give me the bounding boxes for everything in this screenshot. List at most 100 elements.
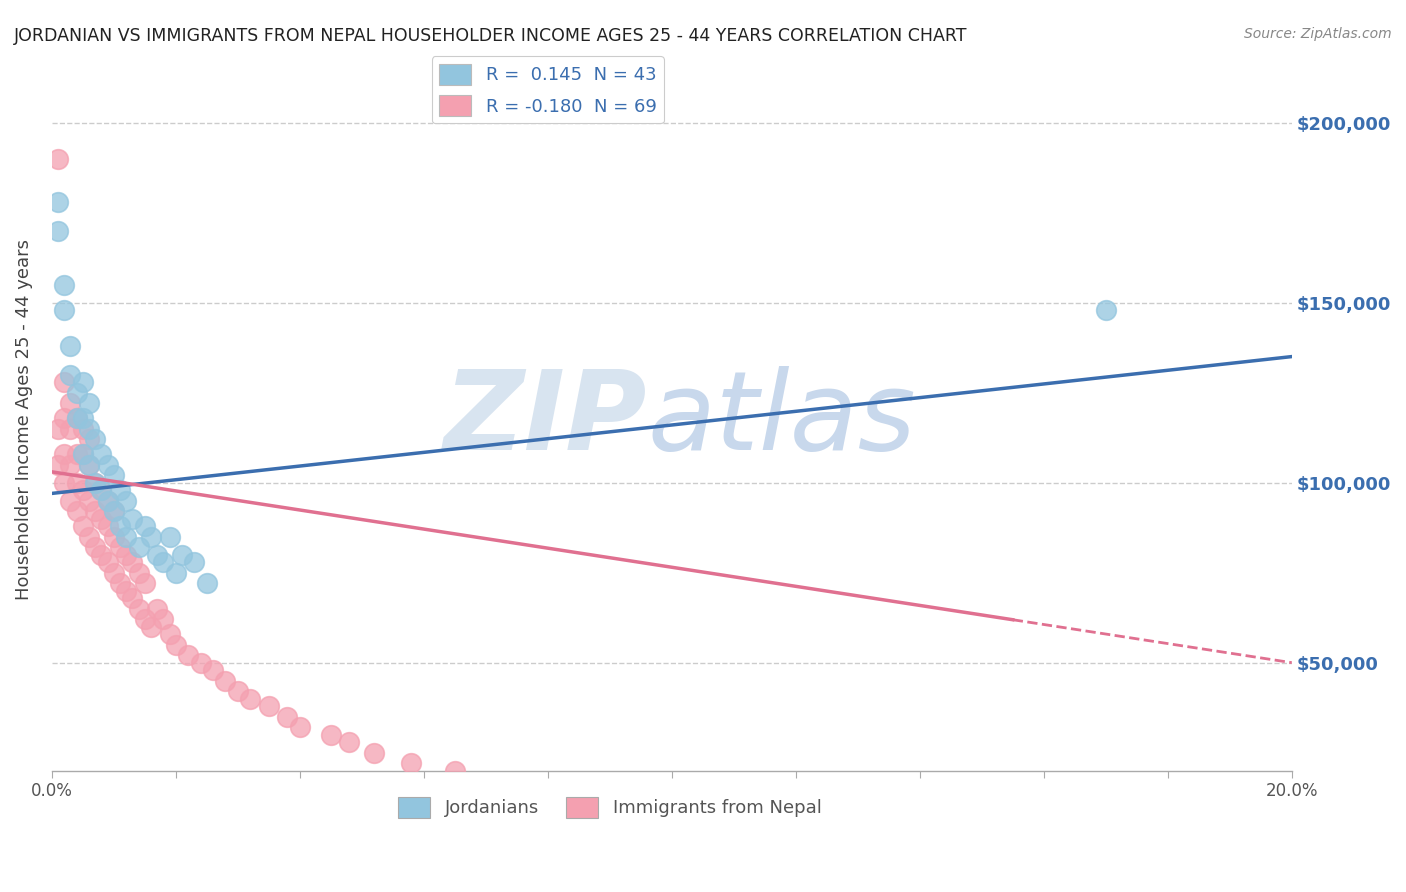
Point [214, 673, 236, 688]
Point [84, 475, 107, 490]
Point [59, 493, 82, 508]
Point [319, 728, 342, 742]
Point [134, 612, 156, 626]
Point [77, 493, 100, 508]
Point [201, 663, 224, 677]
Point [165, 566, 187, 580]
Point [121, 555, 143, 569]
Point [152, 612, 174, 626]
Point [96, 518, 118, 533]
Point [108, 541, 131, 555]
Point [90, 511, 112, 525]
Point [152, 555, 174, 569]
Point [77, 530, 100, 544]
Point [115, 548, 138, 562]
Point [46, 194, 69, 209]
Point [159, 627, 181, 641]
Point [288, 721, 311, 735]
Point [84, 504, 107, 518]
Point [72, 410, 94, 425]
Point [96, 458, 118, 472]
Point [72, 422, 94, 436]
Point [46, 152, 69, 166]
Point [72, 483, 94, 497]
Point [72, 447, 94, 461]
Text: JORDANIAN VS IMMIGRANTS FROM NEPAL HOUSEHOLDER INCOME AGES 25 - 44 YEARS CORRELA: JORDANIAN VS IMMIGRANTS FROM NEPAL HOUSE… [14, 27, 967, 45]
Point [77, 422, 100, 436]
Point [84, 541, 107, 555]
Point [165, 638, 187, 652]
Point [53, 475, 76, 490]
Point [146, 601, 169, 615]
Point [96, 555, 118, 569]
Point [59, 396, 82, 410]
Point [103, 468, 125, 483]
Point [65, 504, 87, 518]
Point [84, 433, 107, 447]
Point [72, 447, 94, 461]
Point [146, 548, 169, 562]
Point [77, 458, 100, 472]
Point [103, 530, 125, 544]
Point [159, 530, 181, 544]
Point [128, 601, 150, 615]
Text: atlas: atlas [647, 366, 915, 473]
Point [128, 541, 150, 555]
Point [77, 433, 100, 447]
Point [134, 576, 156, 591]
Point [115, 583, 138, 598]
Point [46, 458, 69, 472]
Point [65, 410, 87, 425]
Point [115, 493, 138, 508]
Point [65, 410, 87, 425]
Point [96, 493, 118, 508]
Point [108, 576, 131, 591]
Point [46, 422, 69, 436]
Text: ZIP: ZIP [443, 366, 647, 473]
Point [103, 504, 125, 518]
Point [108, 518, 131, 533]
Point [65, 475, 87, 490]
Y-axis label: Householder Income Ages 25 - 44 years: Householder Income Ages 25 - 44 years [15, 239, 32, 600]
Point [77, 458, 100, 472]
Point [337, 735, 360, 749]
Point [72, 518, 94, 533]
Point [59, 458, 82, 472]
Point [128, 566, 150, 580]
Point [90, 548, 112, 562]
Point [53, 447, 76, 461]
Point [59, 422, 82, 436]
Point [53, 277, 76, 292]
Point [90, 483, 112, 497]
Point [77, 396, 100, 410]
Point [239, 691, 262, 706]
Point [134, 518, 156, 533]
Point [103, 504, 125, 518]
Point [443, 764, 465, 778]
Point [59, 368, 82, 382]
Point [170, 548, 193, 562]
Point [90, 483, 112, 497]
Point [59, 339, 82, 353]
Point [401, 756, 423, 771]
Point [190, 656, 212, 670]
Point [65, 385, 87, 400]
Point [195, 576, 218, 591]
Point [363, 746, 385, 760]
Point [108, 483, 131, 497]
Point [121, 591, 143, 605]
Text: Source: ZipAtlas.com: Source: ZipAtlas.com [1244, 27, 1392, 41]
Point [183, 555, 205, 569]
Point [53, 302, 76, 317]
Point [65, 447, 87, 461]
Point [177, 648, 200, 663]
Point [226, 684, 249, 698]
Point [53, 375, 76, 389]
Point [46, 223, 69, 237]
Point [276, 709, 298, 723]
Point [53, 410, 76, 425]
Point [121, 511, 143, 525]
Point [72, 375, 94, 389]
Point [1094, 302, 1116, 317]
Point [115, 530, 138, 544]
